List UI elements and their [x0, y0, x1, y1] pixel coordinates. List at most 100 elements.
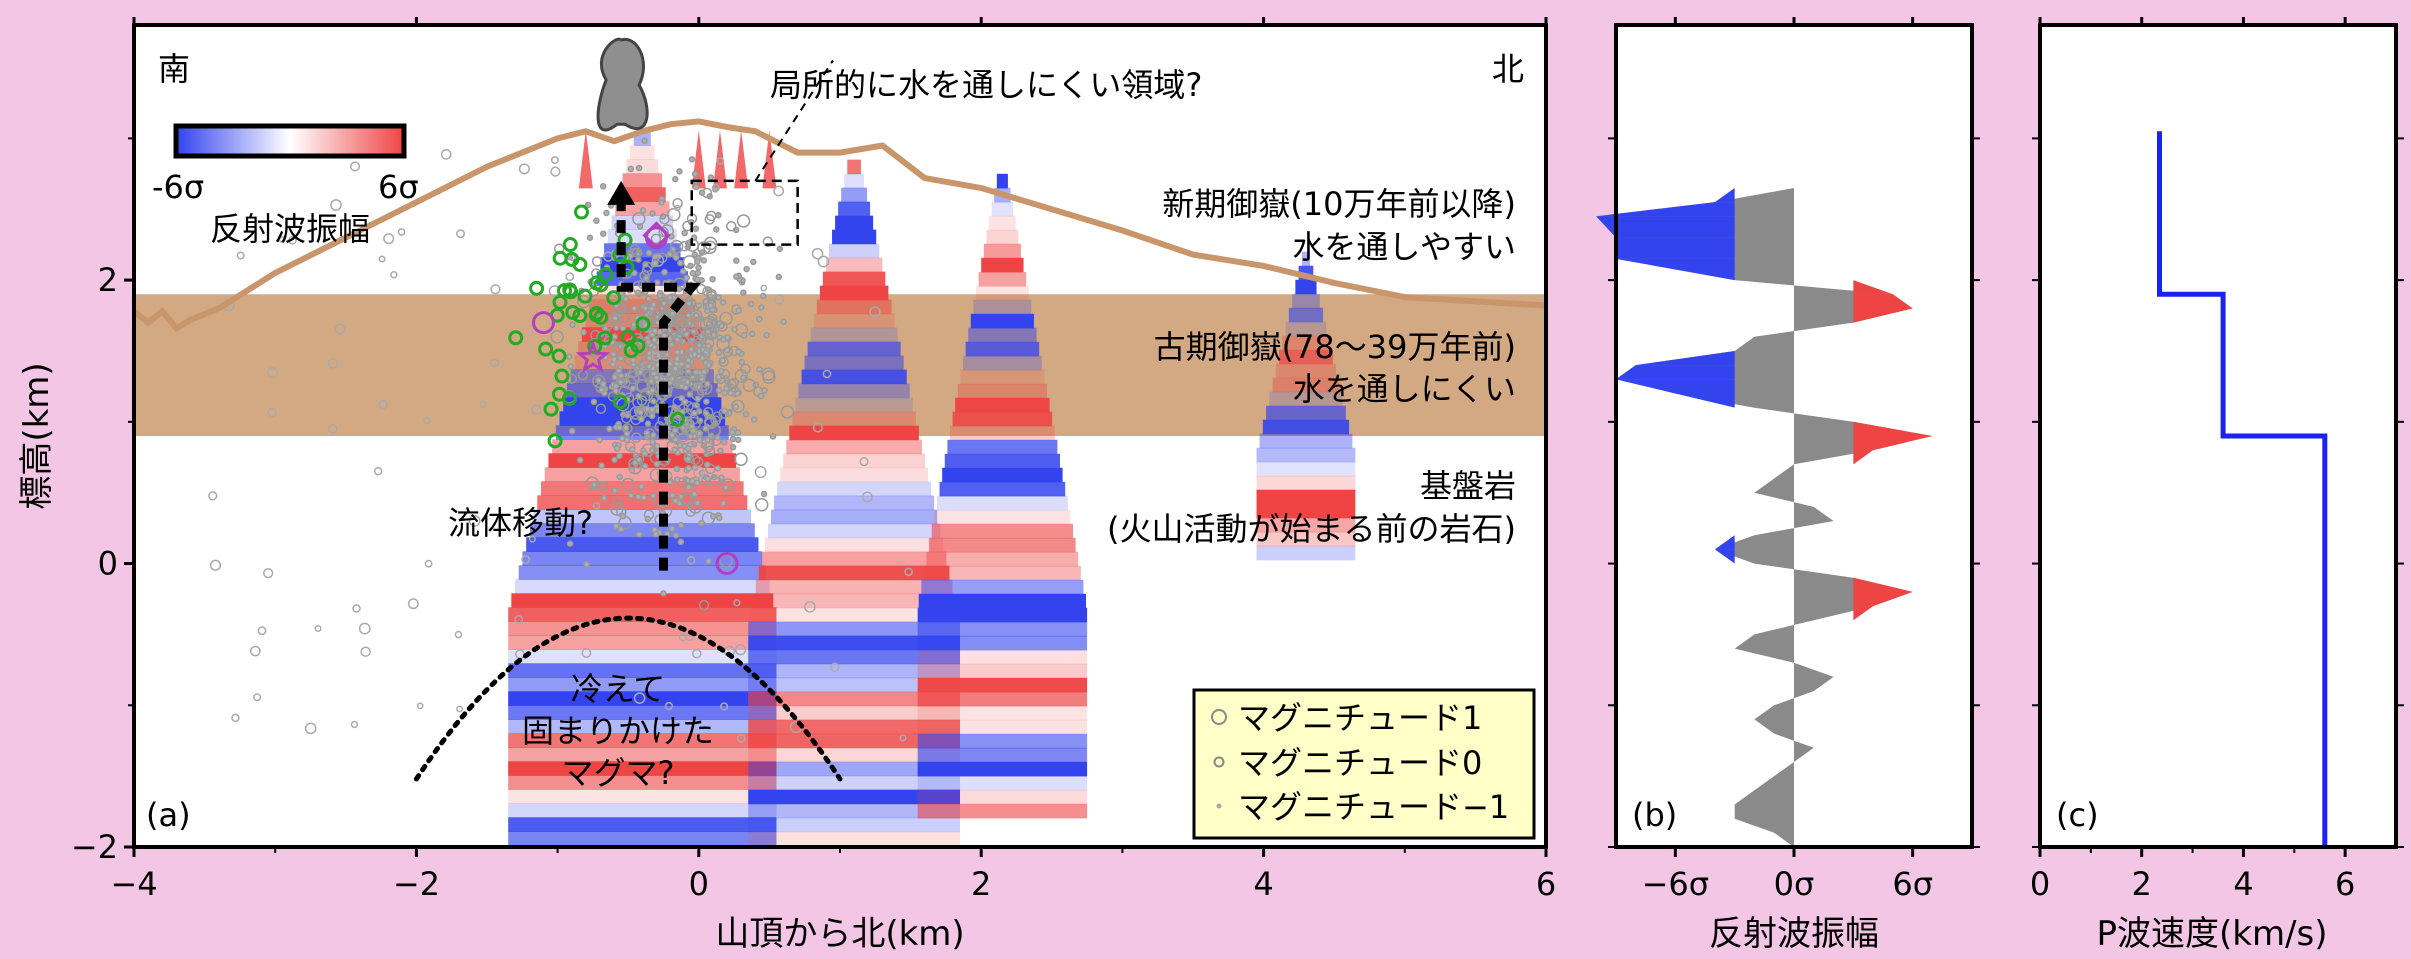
earthquake-point — [653, 442, 661, 450]
green-earthquake — [529, 280, 545, 296]
earthquake-point — [630, 305, 638, 312]
reflection-band — [630, 145, 655, 160]
earthquake-point — [565, 353, 573, 360]
earthquake-point — [687, 433, 694, 440]
magnitude-legend: マグニチュード1 マグニチュード0 マグニチュード−1 — [1192, 688, 1536, 840]
earthquake-point — [731, 326, 738, 333]
reflection-band — [798, 383, 910, 399]
earthquake-point — [440, 149, 452, 160]
earthquake-point — [628, 467, 636, 474]
earthquake-point — [715, 349, 723, 356]
reflection-band — [838, 201, 871, 217]
old-ontake-property: 水を通しにくい — [1293, 370, 1516, 408]
x-tick-label: −6σ — [1642, 865, 1709, 903]
earthquake-point — [518, 163, 530, 175]
earthquake-point — [674, 370, 688, 384]
earthquake-point — [634, 493, 642, 501]
panel-a-axes: −4 −2 0 2 4 6−202 — [71, 17, 1556, 903]
earthquake-point — [675, 285, 683, 293]
green-earthquake — [612, 394, 628, 410]
earthquake-point — [707, 174, 715, 181]
legend-item-m-1: マグニチュード−1 — [1238, 788, 1509, 826]
reflection-band — [748, 705, 961, 721]
earthquake-point — [334, 323, 346, 335]
earthquake-point — [685, 464, 692, 472]
green-earthquake — [538, 341, 554, 357]
earthquake-point — [721, 407, 728, 415]
colorbar — [173, 123, 407, 159]
reflection-band — [816, 299, 892, 315]
panel-a: −4 −2 0 2 4 6−202 -6σ 6σ 反射波振幅 南 北 局所的に水を通しにく… — [17, 17, 1556, 954]
earthquake-point — [631, 432, 642, 443]
reflection-band — [917, 663, 1088, 679]
earthquake-point — [700, 257, 708, 264]
negative-lobe — [1714, 535, 1735, 550]
positive-lobe — [1853, 280, 1893, 295]
earthquake-point — [249, 645, 261, 657]
earthquake-point — [644, 405, 651, 413]
basement-description: (火山活動が始まる前の岩石) — [1107, 510, 1516, 548]
magma-label-line2: 固まりかけた — [522, 712, 714, 750]
earthquake-point — [695, 302, 703, 309]
legend-item-m1: マグニチュード1 — [1238, 699, 1482, 737]
reflection-band — [968, 327, 1037, 343]
reflection-band — [748, 663, 961, 679]
reflection-band — [960, 369, 1045, 385]
reflection-band — [942, 467, 1063, 483]
earthquake-point — [640, 494, 648, 501]
green-earthquake — [551, 348, 567, 364]
earthquake-point — [454, 630, 463, 639]
earthquake-point — [685, 483, 692, 491]
reflection-band — [508, 635, 777, 650]
earthquake-point — [694, 395, 702, 403]
reflection-band — [1256, 447, 1356, 463]
reflection-band — [508, 607, 777, 622]
reflection-band — [508, 719, 777, 734]
earthquake-point — [209, 559, 222, 571]
earthquake-point — [618, 435, 626, 442]
earthquake-point — [288, 236, 297, 245]
earthquake-point — [576, 456, 584, 464]
earthquake-point — [672, 365, 679, 372]
earthquake-point — [704, 475, 712, 483]
green-earthquake — [543, 401, 559, 417]
large-earthquake — [715, 552, 739, 576]
earthquake-point — [635, 164, 643, 172]
earthquake-point — [672, 436, 679, 444]
earthquake-point — [658, 199, 665, 206]
reflection-band — [508, 817, 777, 832]
reflection-band — [1301, 251, 1311, 267]
earthquake-point — [666, 335, 674, 343]
earthquake-point — [633, 692, 646, 704]
earthquake-point — [734, 429, 742, 436]
earthquake-point — [719, 357, 726, 364]
earthquake-point — [266, 366, 278, 379]
reflection-band — [748, 677, 961, 693]
positive-lobe — [1853, 421, 1933, 436]
positive-lobe — [1853, 308, 1913, 323]
earthquake-point — [733, 273, 740, 280]
reflection-band — [767, 523, 941, 539]
reflection-band — [1256, 545, 1356, 561]
earthquake-point — [692, 183, 700, 191]
earthquake-point — [617, 355, 625, 362]
reflection-band — [508, 789, 777, 804]
earthquake-point — [666, 294, 674, 301]
earthquake-point — [613, 324, 620, 332]
earthquake-point — [628, 446, 636, 453]
earthquake-point — [729, 443, 737, 451]
reflection-band — [749, 607, 959, 623]
green-earthquake — [620, 329, 636, 345]
panel-a-xlabel: 山頂から北(km) — [715, 914, 964, 954]
earthquake-point — [424, 559, 433, 568]
earthquake-point — [600, 494, 608, 502]
reflection-band — [917, 747, 1088, 763]
earthquake-point — [677, 521, 685, 529]
positive-lobe — [1853, 294, 1913, 309]
reflection-band — [1282, 335, 1330, 351]
earthquake-point — [656, 292, 664, 299]
earthquake-point — [692, 368, 700, 376]
earthquake-point — [762, 370, 776, 385]
earthquake-point — [639, 207, 647, 214]
earthquake-point — [723, 385, 730, 392]
